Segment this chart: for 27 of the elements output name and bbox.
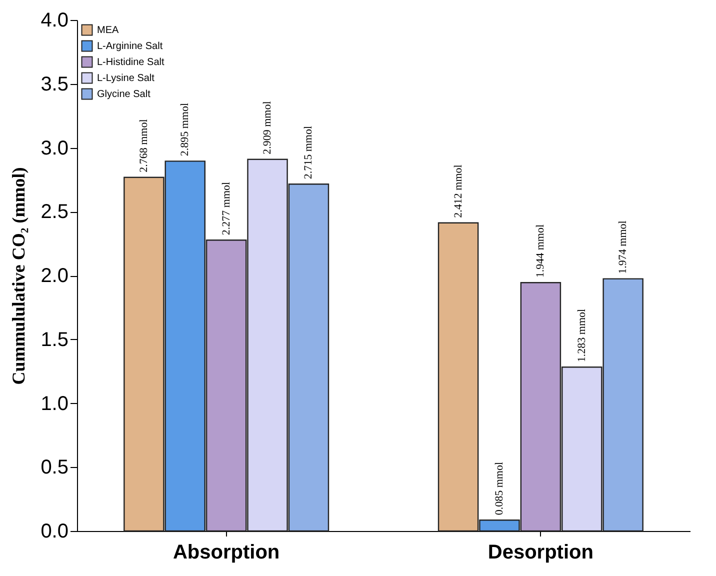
data-label: 2.895 mmol — [179, 102, 192, 156]
y-tick-label: 1.5 — [40, 328, 68, 351]
y-tick-label: 0.0 — [40, 520, 68, 542]
legend-label: L-Arginine Salt — [97, 41, 163, 52]
y-tick-label: 2.5 — [40, 201, 68, 224]
y-tick-label: 3.0 — [40, 137, 68, 160]
y-tick-label: 0.5 — [40, 456, 68, 479]
x-tick-label: Absorption — [172, 542, 280, 564]
y-tick-label: 4.0 — [40, 10, 68, 32]
legend-label: L-Lysine Salt — [97, 73, 155, 84]
data-label: 2.412 mmol — [452, 164, 464, 218]
legend-label: L-Histidine Salt — [97, 57, 164, 68]
data-label: 2.909 mmol — [262, 101, 274, 154]
legend-label: Glycine Salt — [97, 89, 151, 100]
data-label: 1.944 mmol — [534, 224, 547, 278]
y-tick-label: 2.0 — [40, 265, 68, 287]
data-label: 2.277 mmol — [220, 182, 232, 236]
data-label: 1.974 mmol — [617, 220, 630, 274]
x-tick-label: Desorption — [488, 542, 594, 564]
y-tick-label: 1.0 — [40, 392, 68, 415]
data-label: 2.768 mmol — [138, 119, 150, 172]
y-tick-label: 3.5 — [40, 73, 68, 96]
data-label: 0.085 mmol — [493, 462, 506, 516]
data-label: 1.283 mmol — [576, 308, 588, 362]
y-axis-title: Cummululative CO₂ (mmol) — [8, 167, 29, 385]
legend-label: MEA — [97, 25, 119, 36]
data-label: 2.715 mmol — [302, 126, 315, 180]
